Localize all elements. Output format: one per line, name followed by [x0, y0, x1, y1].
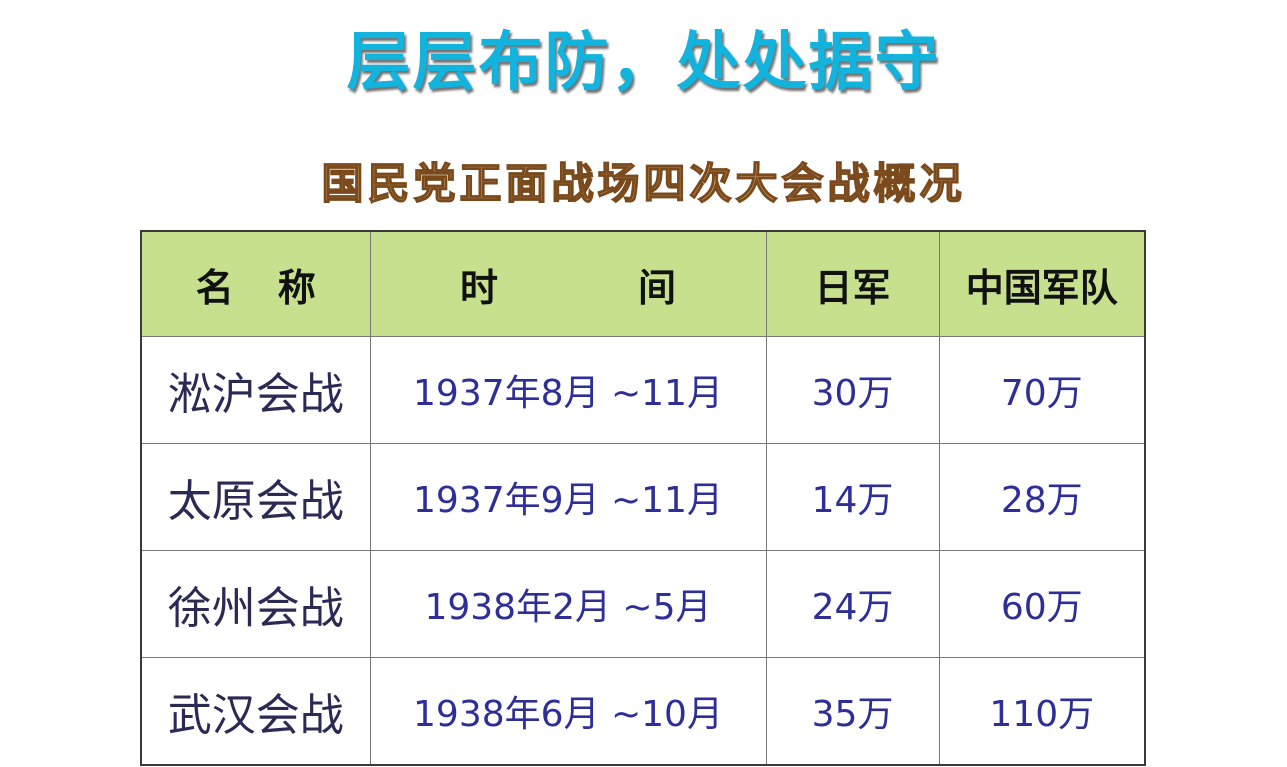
header-chinese-army: 中国军队: [938, 230, 1146, 337]
battle-time: 1938年2月 ~5月: [369, 550, 767, 658]
battle-time: 1937年9月 ~11月: [369, 443, 767, 551]
japanese-troops: 24万: [765, 550, 940, 658]
chinese-troops: 110万: [938, 657, 1146, 766]
table-row: 淞沪会战 1937年8月 ~11月 30万 70万: [140, 336, 1146, 444]
battle-name: 太原会战: [140, 443, 371, 551]
header-time: 时间: [369, 230, 767, 337]
battle-time: 1937年8月 ~11月: [369, 336, 767, 444]
header-name: 名称: [140, 230, 371, 337]
japanese-troops: 35万: [765, 657, 940, 766]
page-title: 层层布防，处处据守: [346, 26, 941, 100]
table-row: 徐州会战 1938年2月 ~5月 24万 60万: [140, 550, 1146, 658]
header-japanese-army: 日军: [765, 230, 940, 337]
table-title: 国民党正面战场四次大会战概况: [321, 158, 966, 209]
chinese-troops: 70万: [938, 336, 1146, 444]
table-row: 太原会战 1937年9月 ~11月 14万 28万: [140, 443, 1146, 551]
battle-time: 1938年6月 ~10月: [369, 657, 767, 766]
table-header-row: 名称 时间 日军 中国军队: [140, 230, 1146, 337]
battle-name: 徐州会战: [140, 550, 371, 658]
battle-name: 淞沪会战: [140, 336, 371, 444]
chinese-troops: 60万: [938, 550, 1146, 658]
battle-name: 武汉会战: [140, 657, 371, 766]
chinese-troops: 28万: [938, 443, 1146, 551]
table-row: 武汉会战 1938年6月 ~10月 35万 110万: [140, 657, 1146, 766]
japanese-troops: 30万: [765, 336, 940, 444]
japanese-troops: 14万: [765, 443, 940, 551]
battle-overview-table: 名称 时间 日军 中国军队 淞沪会战 1937年8月 ~11月 30万 70万 …: [140, 230, 1146, 766]
